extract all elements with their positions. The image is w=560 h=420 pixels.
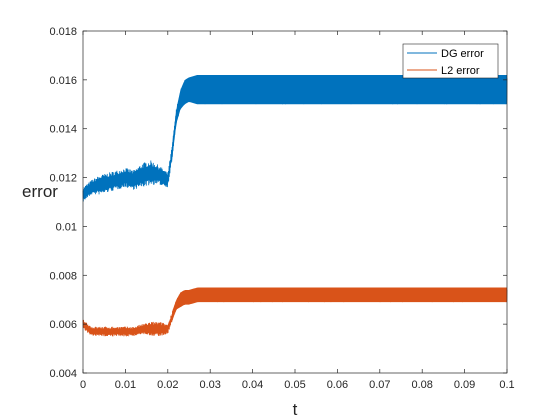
- y-tick-label: 0.014: [49, 124, 77, 136]
- x-tick-label: 0.06: [327, 379, 348, 391]
- x-tick-label: 0: [80, 379, 86, 391]
- legend-label-dg-error: DG error: [441, 48, 484, 60]
- y-tick-label: 0.016: [49, 75, 77, 87]
- x-axis-label: t: [293, 400, 298, 419]
- y-tick-label: 0.004: [49, 368, 77, 380]
- x-tick-label: 0.1: [499, 379, 514, 391]
- legend: DG error L2 error: [402, 43, 499, 79]
- x-tick-label: 0.01: [115, 379, 136, 391]
- y-tick-label: 0.018: [49, 26, 77, 38]
- x-tick-label: 0.08: [411, 379, 432, 391]
- x-tick-label: 0.03: [199, 379, 220, 391]
- y-tick-label: 0.01: [56, 221, 77, 233]
- series-band-l2-error: [172, 287, 508, 322]
- x-axis-ticks: 0 0.01 0.02 0.03 0.04 0.05 0.06 0.07 0.08 0.09 0.1: [80, 31, 515, 391]
- x-tick-label: 0.02: [157, 379, 178, 391]
- y-tick-label: 0.006: [49, 319, 77, 331]
- series-band-dg-error: [172, 74, 508, 161]
- series-layer: [82, 74, 508, 337]
- x-tick-label: 0.04: [242, 379, 263, 391]
- y-tick-label: 0.012: [49, 173, 77, 185]
- x-tick-label: 0.05: [284, 379, 305, 391]
- y-axis-label: error: [22, 182, 58, 201]
- legend-box: [402, 43, 499, 79]
- legend-label-l2-error: L2 error: [441, 65, 480, 77]
- x-tick-label: 0.07: [369, 379, 390, 391]
- y-axis-ticks: 0.004 0.006 0.008 0.01 0.012 0.014 0.016 0.018: [49, 26, 507, 380]
- x-tick-label: 0.09: [454, 379, 475, 391]
- y-tick-label: 0.008: [49, 270, 77, 282]
